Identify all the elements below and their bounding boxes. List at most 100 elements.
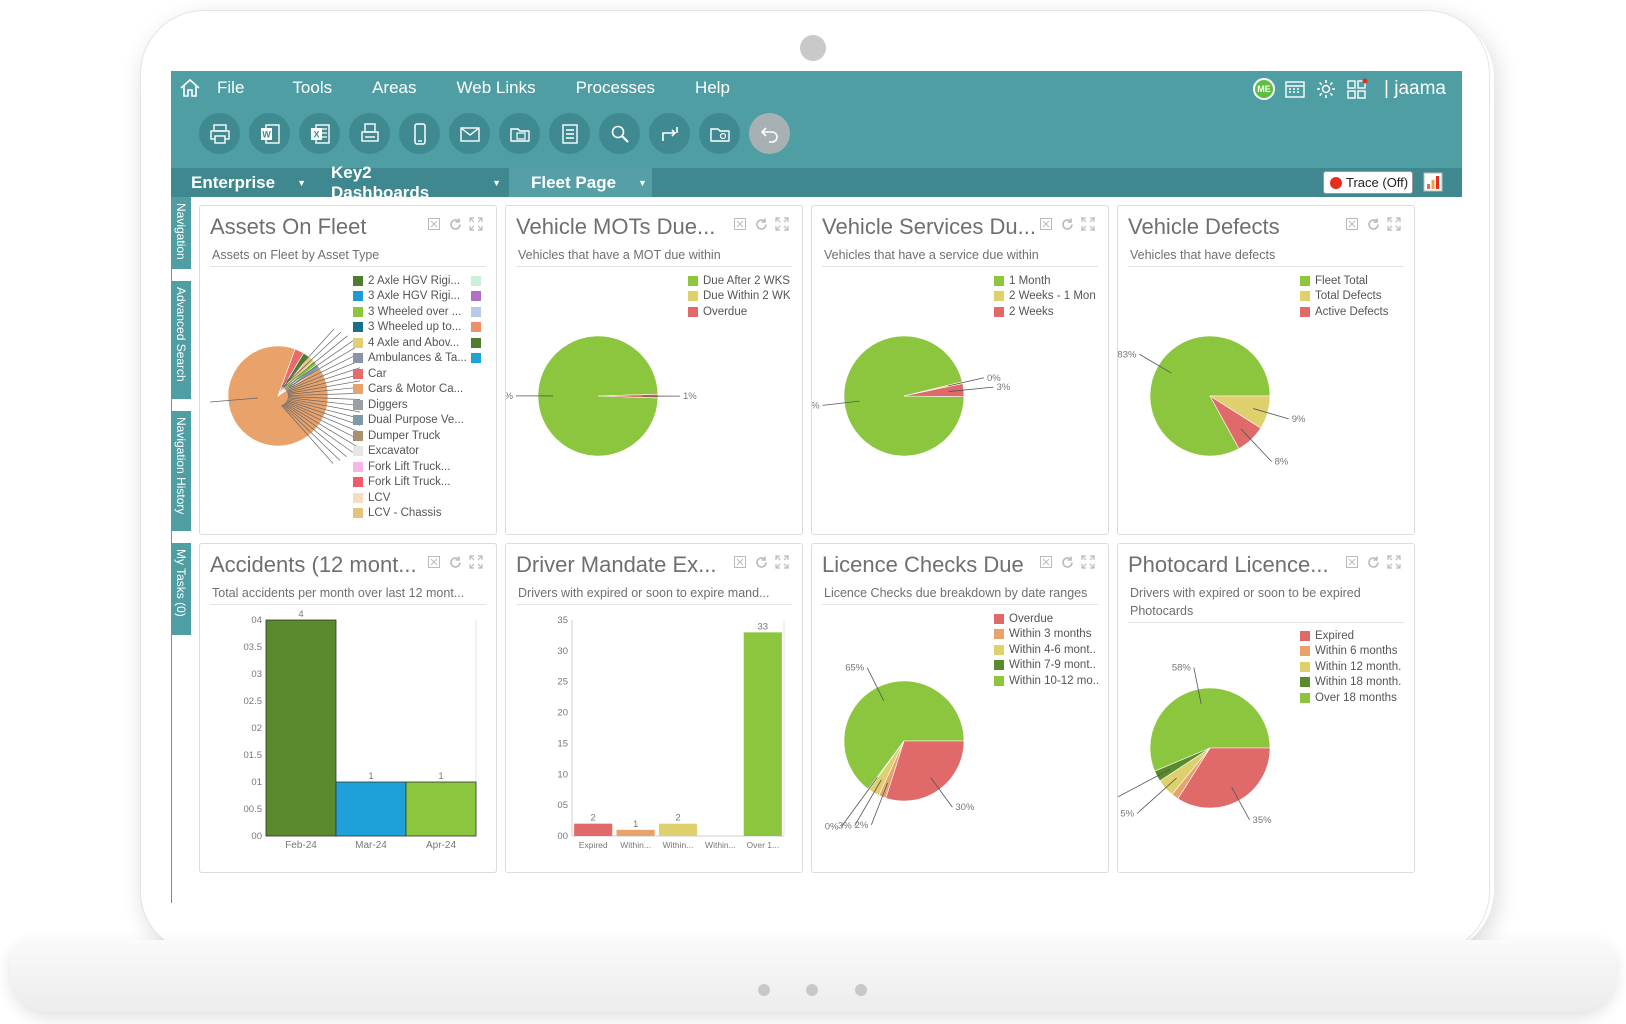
legend-item[interactable]: Within 4-6 mont.. <box>994 642 1099 658</box>
menu-areas[interactable]: Areas <box>372 78 417 97</box>
user-name[interactable]: | jaama <box>1384 78 1446 99</box>
refresh-icon[interactable] <box>1365 216 1381 232</box>
legend-item[interactable]: Within 18 month. <box>1300 675 1401 691</box>
tab-enterprise[interactable]: Enterprise ▼ <box>191 168 321 197</box>
maximize-icon[interactable] <box>1386 216 1402 232</box>
folder-link-icon[interactable] <box>699 113 740 154</box>
legend-item[interactable] <box>471 335 486 351</box>
sidetab-navigation[interactable]: Navigation <box>171 197 191 269</box>
legend-item[interactable]: Within 12 month. <box>1300 659 1401 675</box>
legend-item[interactable]: Ambulances & Ta... <box>353 351 467 367</box>
folder-icon[interactable] <box>499 113 540 154</box>
menu-tools[interactable]: Tools <box>292 78 333 97</box>
legend-item[interactable]: Fork Lift Truck... <box>353 475 467 491</box>
legend-item[interactable]: 3 Wheeled over ... <box>353 304 467 320</box>
legend-item[interactable]: Diggers <box>353 397 467 413</box>
legend-item[interactable]: Within 10-12 mo.. <box>994 673 1099 689</box>
trace-toggle-button[interactable]: Trace (Off) <box>1323 171 1413 194</box>
legend-item[interactable]: Within 7-9 mont.. <box>994 658 1099 674</box>
export-excel-icon[interactable] <box>426 216 442 232</box>
export-excel-icon[interactable] <box>732 554 748 570</box>
undo-icon[interactable] <box>749 113 790 154</box>
calendar-icon[interactable] <box>1283 77 1307 101</box>
grid-icon[interactable] <box>1345 77 1369 101</box>
gear-icon[interactable] <box>1314 77 1338 101</box>
legend-item[interactable]: Excavator <box>353 444 467 460</box>
bar-chart-icon[interactable] <box>1423 172 1443 192</box>
menu-file[interactable]: File <box>217 78 245 97</box>
me-badge[interactable]: ME <box>1252 77 1276 101</box>
legend-item[interactable]: 2 Weeks - 1 Mon <box>994 289 1096 305</box>
maximize-icon[interactable] <box>774 216 790 232</box>
legend-item[interactable]: Dual Purpose Ve... <box>353 413 467 429</box>
legend-item[interactable]: Over 18 months <box>1300 690 1401 706</box>
word-icon[interactable]: W <box>249 113 290 154</box>
legend-item[interactable]: 2 Axle HGV Rigi... <box>353 273 467 289</box>
legend-item[interactable]: 3 Axle HGV Rigi... <box>353 289 467 305</box>
export-excel-icon[interactable] <box>732 216 748 232</box>
legend-item[interactable]: 2 Weeks <box>994 304 1096 320</box>
print-icon[interactable] <box>199 113 240 154</box>
refresh-icon[interactable] <box>447 216 463 232</box>
maximize-icon[interactable] <box>468 554 484 570</box>
sidetab-my-tasks[interactable]: My Tasks (0) <box>171 543 191 635</box>
home-icon[interactable] <box>175 74 205 102</box>
mobile-icon[interactable] <box>399 113 440 154</box>
legend-item[interactable]: Total Defects <box>1300 289 1389 305</box>
export-excel-icon[interactable] <box>1038 554 1054 570</box>
tab-fleet-page[interactable]: Fleet Page ▼ <box>509 168 652 197</box>
legend-item[interactable] <box>471 304 486 320</box>
sidetab-advanced-search[interactable]: Advanced Search <box>171 281 191 399</box>
legend-item[interactable]: 1 Month <box>994 273 1096 289</box>
legend-item[interactable] <box>471 289 486 305</box>
menu-web-links[interactable]: Web Links <box>456 78 536 97</box>
legend-item[interactable]: Fleet Total <box>1300 273 1389 289</box>
export-excel-icon[interactable] <box>1344 554 1360 570</box>
legend-item[interactable]: LCV - Chassis <box>353 506 467 522</box>
legend-item[interactable]: 3 Wheeled up to... <box>353 320 467 336</box>
widget-controls <box>732 554 790 570</box>
transfer-icon[interactable] <box>649 113 690 154</box>
refresh-icon[interactable] <box>1059 216 1075 232</box>
legend-item[interactable]: Due After 2 WKS <box>688 273 791 289</box>
legend-item[interactable]: Dumper Truck <box>353 428 467 444</box>
menu-processes[interactable]: Processes <box>575 78 655 97</box>
refresh-icon[interactable] <box>753 554 769 570</box>
legend-item[interactable]: LCV <box>353 490 467 506</box>
maximize-icon[interactable] <box>1080 216 1096 232</box>
maximize-icon[interactable] <box>468 216 484 232</box>
legend-item[interactable]: Within 6 months <box>1300 644 1401 660</box>
export-excel-icon[interactable] <box>426 554 442 570</box>
search-icon[interactable] <box>599 113 640 154</box>
refresh-icon[interactable] <box>753 216 769 232</box>
maximize-icon[interactable] <box>1080 554 1096 570</box>
legend-item[interactable]: Car <box>353 366 467 382</box>
maximize-icon[interactable] <box>1386 554 1402 570</box>
legend-item[interactable]: Fork Lift Truck... <box>353 459 467 475</box>
legend-swatch <box>353 306 363 317</box>
mail-icon[interactable] <box>449 113 490 154</box>
legend-item[interactable]: Overdue <box>994 611 1099 627</box>
tab-key2-dashboards[interactable]: Key2 Dashboards ▼ <box>331 163 501 202</box>
legend-item[interactable] <box>471 351 486 367</box>
legend-item[interactable]: Expired <box>1300 628 1401 644</box>
maximize-icon[interactable] <box>774 554 790 570</box>
checklist-icon[interactable] <box>549 113 590 154</box>
refresh-icon[interactable] <box>1365 554 1381 570</box>
export-excel-icon[interactable] <box>1344 216 1360 232</box>
legend-item[interactable]: Within 3 months <box>994 627 1099 643</box>
refresh-icon[interactable] <box>1059 554 1075 570</box>
legend-item[interactable]: Cars & Motor Ca... <box>353 382 467 398</box>
legend-item[interactable]: 4 Axle and Abov... <box>353 335 467 351</box>
sidetab-navigation-history[interactable]: Navigation History <box>171 411 191 531</box>
printer-icon[interactable] <box>349 113 390 154</box>
legend-item[interactable] <box>471 320 486 336</box>
legend-item[interactable]: Overdue <box>688 304 791 320</box>
menu-help[interactable]: Help <box>694 78 730 97</box>
legend-item[interactable]: Active Defects <box>1300 304 1389 320</box>
legend-item[interactable] <box>471 273 486 289</box>
export-excel-icon[interactable] <box>1038 216 1054 232</box>
refresh-icon[interactable] <box>447 554 463 570</box>
legend-item[interactable]: Due Within 2 WK <box>688 289 791 305</box>
excel-icon[interactable]: X <box>299 113 340 154</box>
